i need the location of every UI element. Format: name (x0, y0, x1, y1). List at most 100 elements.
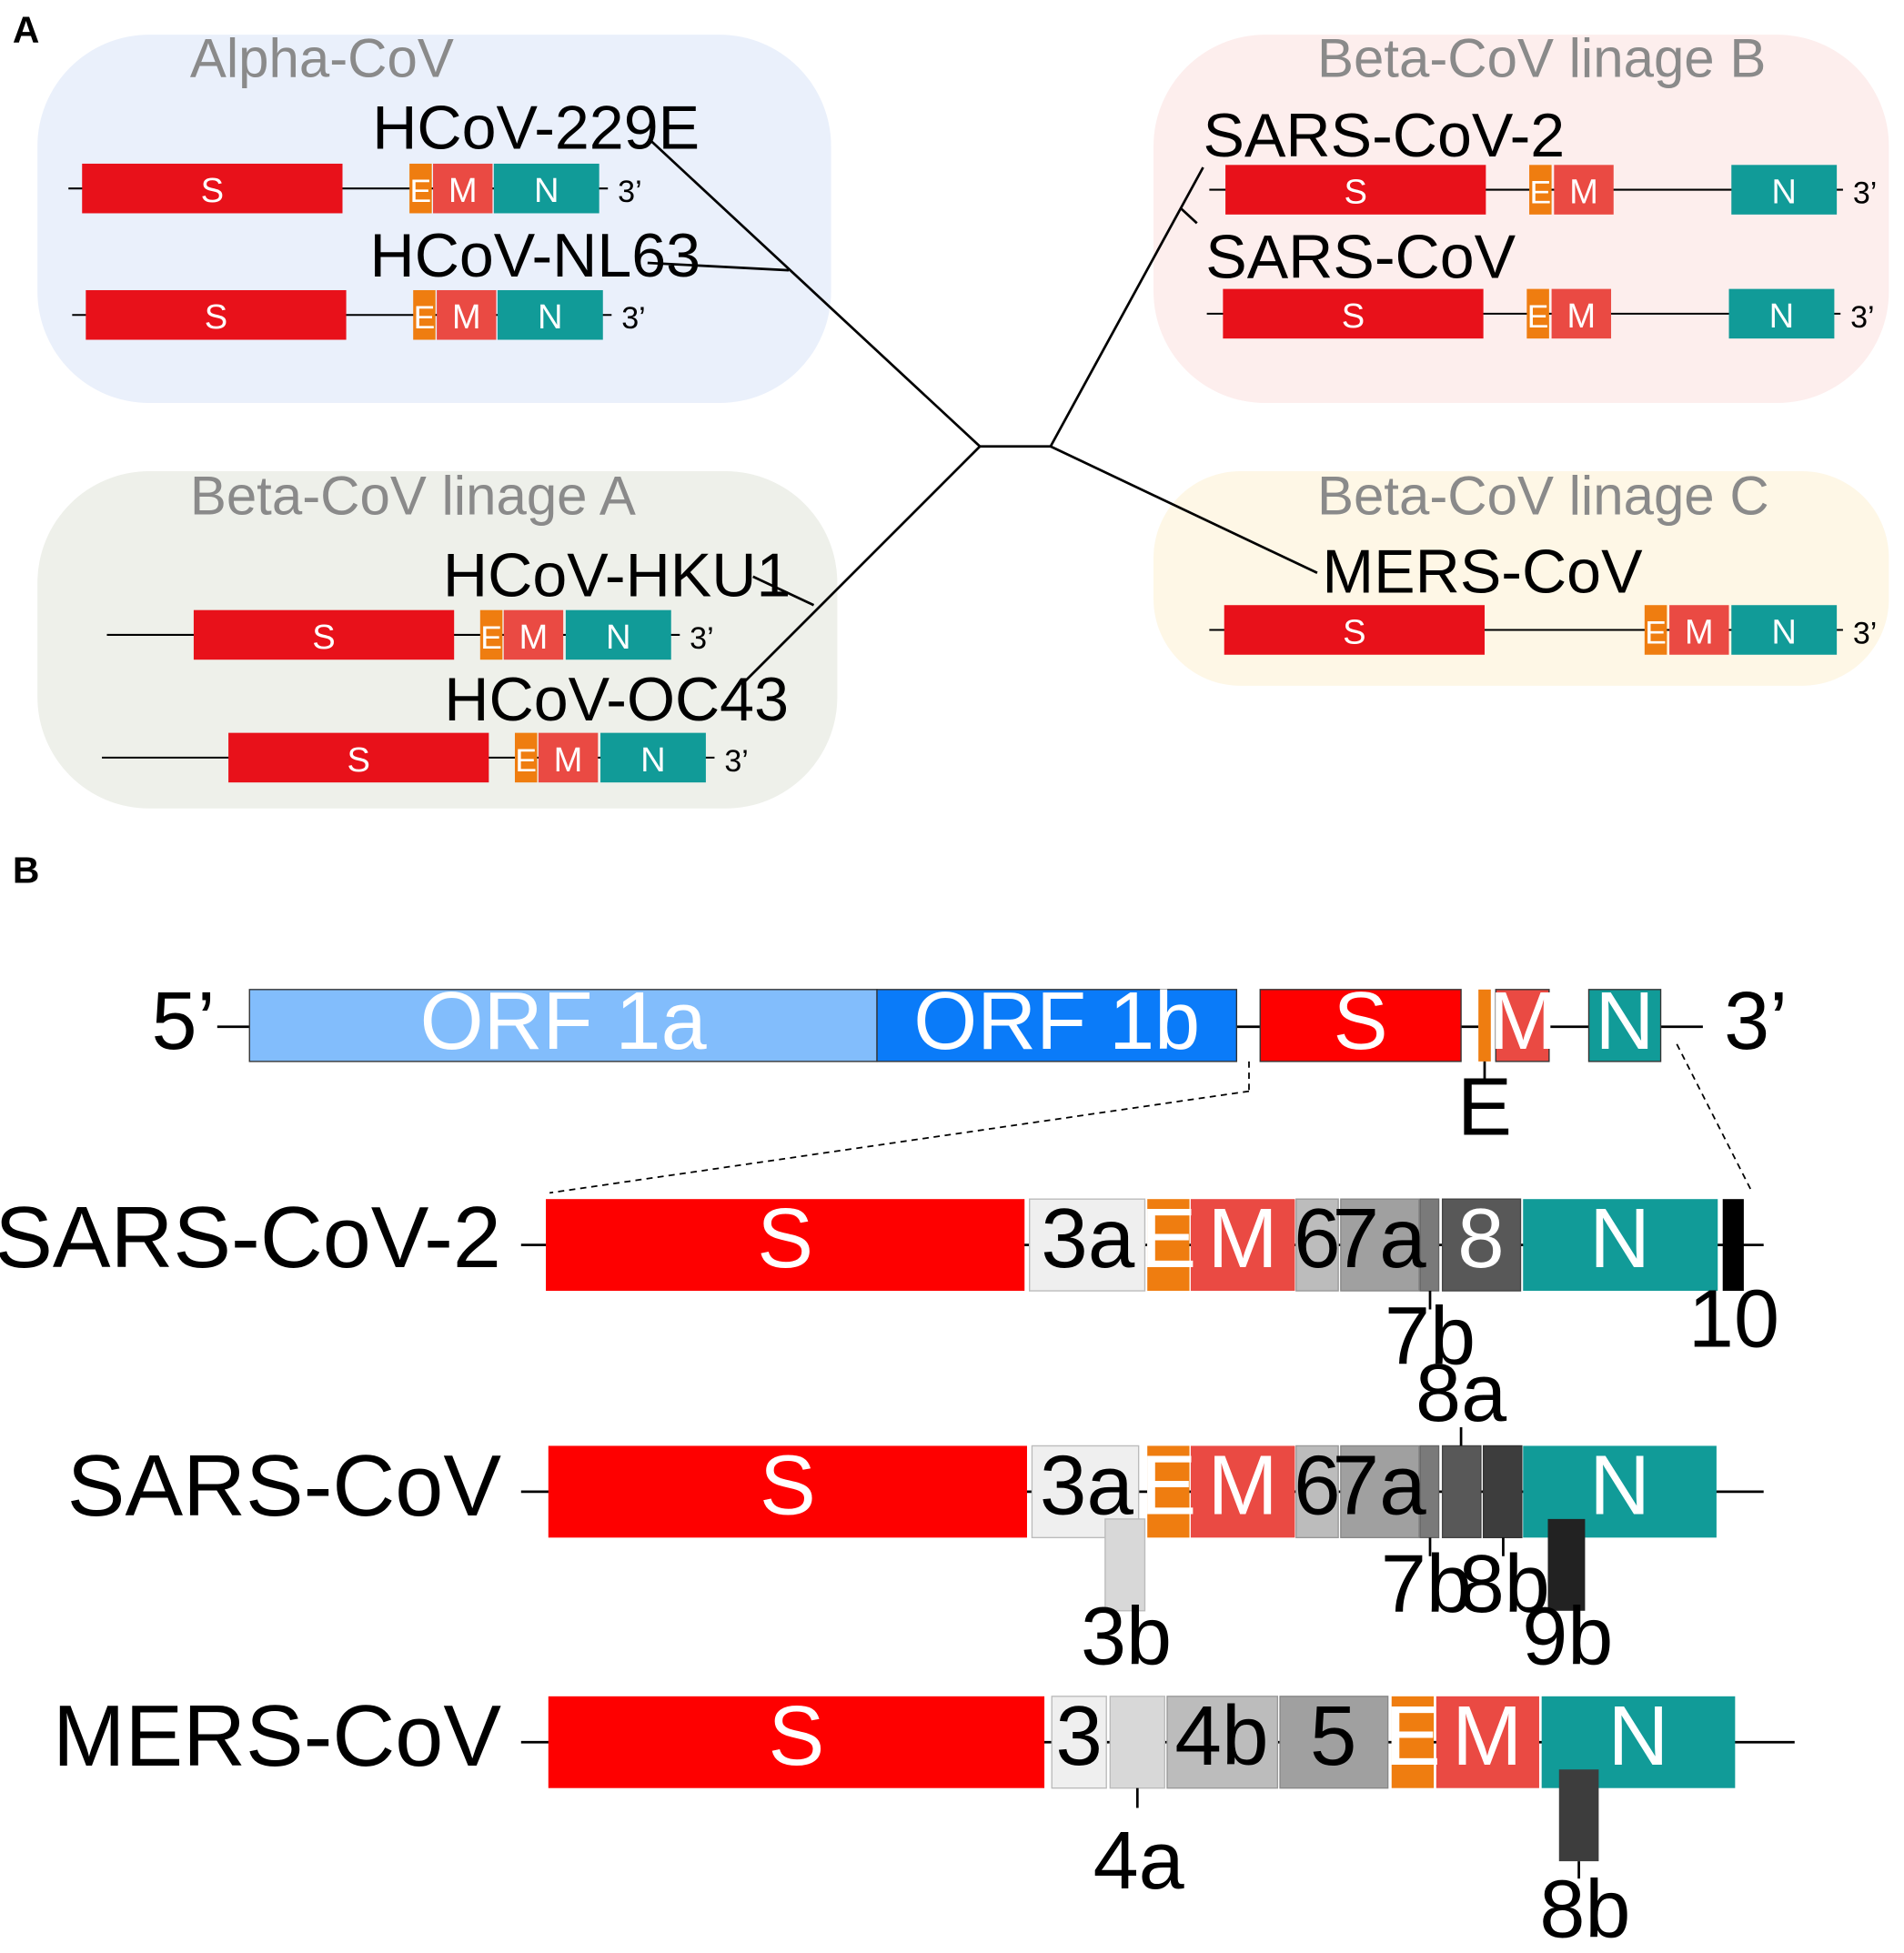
mers-s-label: S (769, 1688, 825, 1783)
group-title-beta-b: Beta-CoV linage B (1317, 28, 1766, 89)
sars-9b-label: 9b (1522, 1591, 1613, 1682)
genome-s-block (1259, 989, 1462, 1062)
nl63-m-label: M (452, 297, 481, 337)
mers-5 (1279, 1696, 1389, 1789)
mers-e-label: E (1385, 1688, 1441, 1783)
mers-8b-label: 8b (1539, 1864, 1630, 1953)
sars-3b (1104, 1518, 1146, 1612)
row-sars: SARS-CoV S 3a E M 6 7a N 8a 3b 7b 8b 9b (67, 1348, 1764, 1682)
beta-cov-b-group (1153, 35, 1889, 404)
mers-3-label: 3 (1055, 1688, 1103, 1783)
sars-e-label: E (1140, 1437, 1196, 1532)
hku1-e-block (479, 609, 503, 660)
row-mers: MERS-CoV S 3 4b 5 E M N 4a 8b (53, 1688, 1795, 1953)
hku1-s-label: S (312, 618, 335, 657)
mers-s-label: S (1343, 612, 1365, 651)
sars-s (548, 1445, 1027, 1538)
229e-m-label: M (448, 171, 478, 210)
genome-s-label: S (1334, 976, 1388, 1067)
sars2-6 (1295, 1198, 1339, 1292)
oc43-m-label: M (554, 740, 583, 780)
sars-3b-label: 3b (1081, 1591, 1172, 1682)
sars-s-block (1223, 288, 1484, 339)
hku1-e-label: E (480, 619, 502, 656)
sars2-row-label: SARS-CoV-2 (0, 1190, 501, 1286)
mers-n-label: N (1771, 612, 1797, 651)
sars2-s (546, 1199, 1025, 1292)
hku1-n-label: N (606, 618, 631, 657)
229e-m-block (433, 163, 493, 214)
orf1b-block (876, 989, 1238, 1062)
sars-n-block (1728, 288, 1835, 339)
oc43-m-block (538, 732, 599, 783)
nl63-e-label: E (414, 299, 436, 336)
229e-s-label: S (201, 171, 224, 210)
nl63-e-block (413, 289, 436, 340)
sars-6 (1295, 1445, 1339, 1539)
phylogenetic-tree (647, 137, 1318, 683)
five-prime-label: 5’ (152, 976, 216, 1067)
sars2-s-label: S (1344, 173, 1366, 212)
mers-4a (1109, 1696, 1165, 1789)
sars2-three-prime-label: 3’ (1853, 176, 1878, 211)
oc43-three-prime-label: 3’ (724, 744, 749, 779)
sars-6-label: 6 (1294, 1437, 1341, 1532)
group-title-beta-c: Beta-CoV linage C (1317, 466, 1769, 527)
sars-m-label: M (1567, 297, 1596, 336)
hku1-s-block (193, 609, 455, 660)
sars-7b-label: 7b (1381, 1539, 1472, 1630)
sars2-n-block (1731, 165, 1838, 215)
zoom-lines (549, 1043, 1754, 1194)
sars2-m-block (1554, 165, 1614, 215)
mers-4b (1166, 1696, 1279, 1789)
nl63-three-prime-label: 3’ (621, 301, 646, 336)
229e-three-prime-label: 3’ (618, 175, 642, 209)
sars2-s-label: S (757, 1191, 813, 1285)
sars-row-label: SARS-CoV (67, 1438, 502, 1535)
panel-a-letter: A (13, 8, 40, 50)
mers-5-label: 5 (1310, 1688, 1357, 1783)
sars-8a-label: 8a (1415, 1348, 1507, 1439)
sars2-10-label: 10 (1688, 1273, 1779, 1364)
sars2-6-label: 6 (1294, 1191, 1341, 1285)
sars-m-label: M (1208, 1437, 1278, 1532)
sars-m-block (1551, 288, 1612, 339)
sars2-3a-label: 3a (1041, 1191, 1135, 1285)
sars2-7a (1340, 1198, 1420, 1292)
hku1-n-block (565, 609, 671, 660)
sars-m (1190, 1445, 1295, 1538)
virus-label-sars2: SARS-CoV-2 (1204, 101, 1566, 170)
sars2-8 (1441, 1198, 1522, 1292)
panel-b-letter: B (13, 850, 40, 891)
hku1-m-label: M (519, 618, 549, 657)
sars2-m (1190, 1199, 1295, 1292)
sars-9b (1547, 1518, 1586, 1611)
mers-three-prime-label: 3’ (1853, 616, 1878, 650)
sars2-7b-label: 7b (1385, 1291, 1476, 1382)
sars2-e-block (1529, 165, 1552, 215)
mers-e (1391, 1696, 1435, 1788)
sars2-s-block (1225, 165, 1486, 215)
genome-n-label: N (1596, 976, 1655, 1067)
sars2-e-label: E (1140, 1191, 1196, 1285)
mers-m-label: M (1452, 1688, 1522, 1783)
229e-n-block (493, 163, 599, 214)
229e-e-block (409, 163, 432, 214)
sars-8a (1441, 1445, 1482, 1539)
mers-m (1436, 1696, 1539, 1788)
229e-e-label: E (410, 173, 432, 209)
sars2-n (1523, 1199, 1718, 1292)
mers-n-label: N (1608, 1688, 1669, 1783)
virus-label-mers: MERS-CoV (1322, 538, 1643, 607)
mers-e-block (1644, 605, 1667, 655)
mers-4b-label: 4b (1174, 1688, 1268, 1783)
mers-m-block (1669, 605, 1729, 655)
sars-s-label: S (760, 1437, 816, 1532)
sars2-8-label: 8 (1457, 1191, 1505, 1285)
nl63-m-block (437, 289, 497, 340)
group-title-beta-a: Beta-CoV linage A (190, 466, 636, 527)
virus-label-229e: HCoV-229E (372, 94, 700, 163)
genome-m-block (1495, 989, 1550, 1062)
genome-n-block (1587, 989, 1662, 1062)
